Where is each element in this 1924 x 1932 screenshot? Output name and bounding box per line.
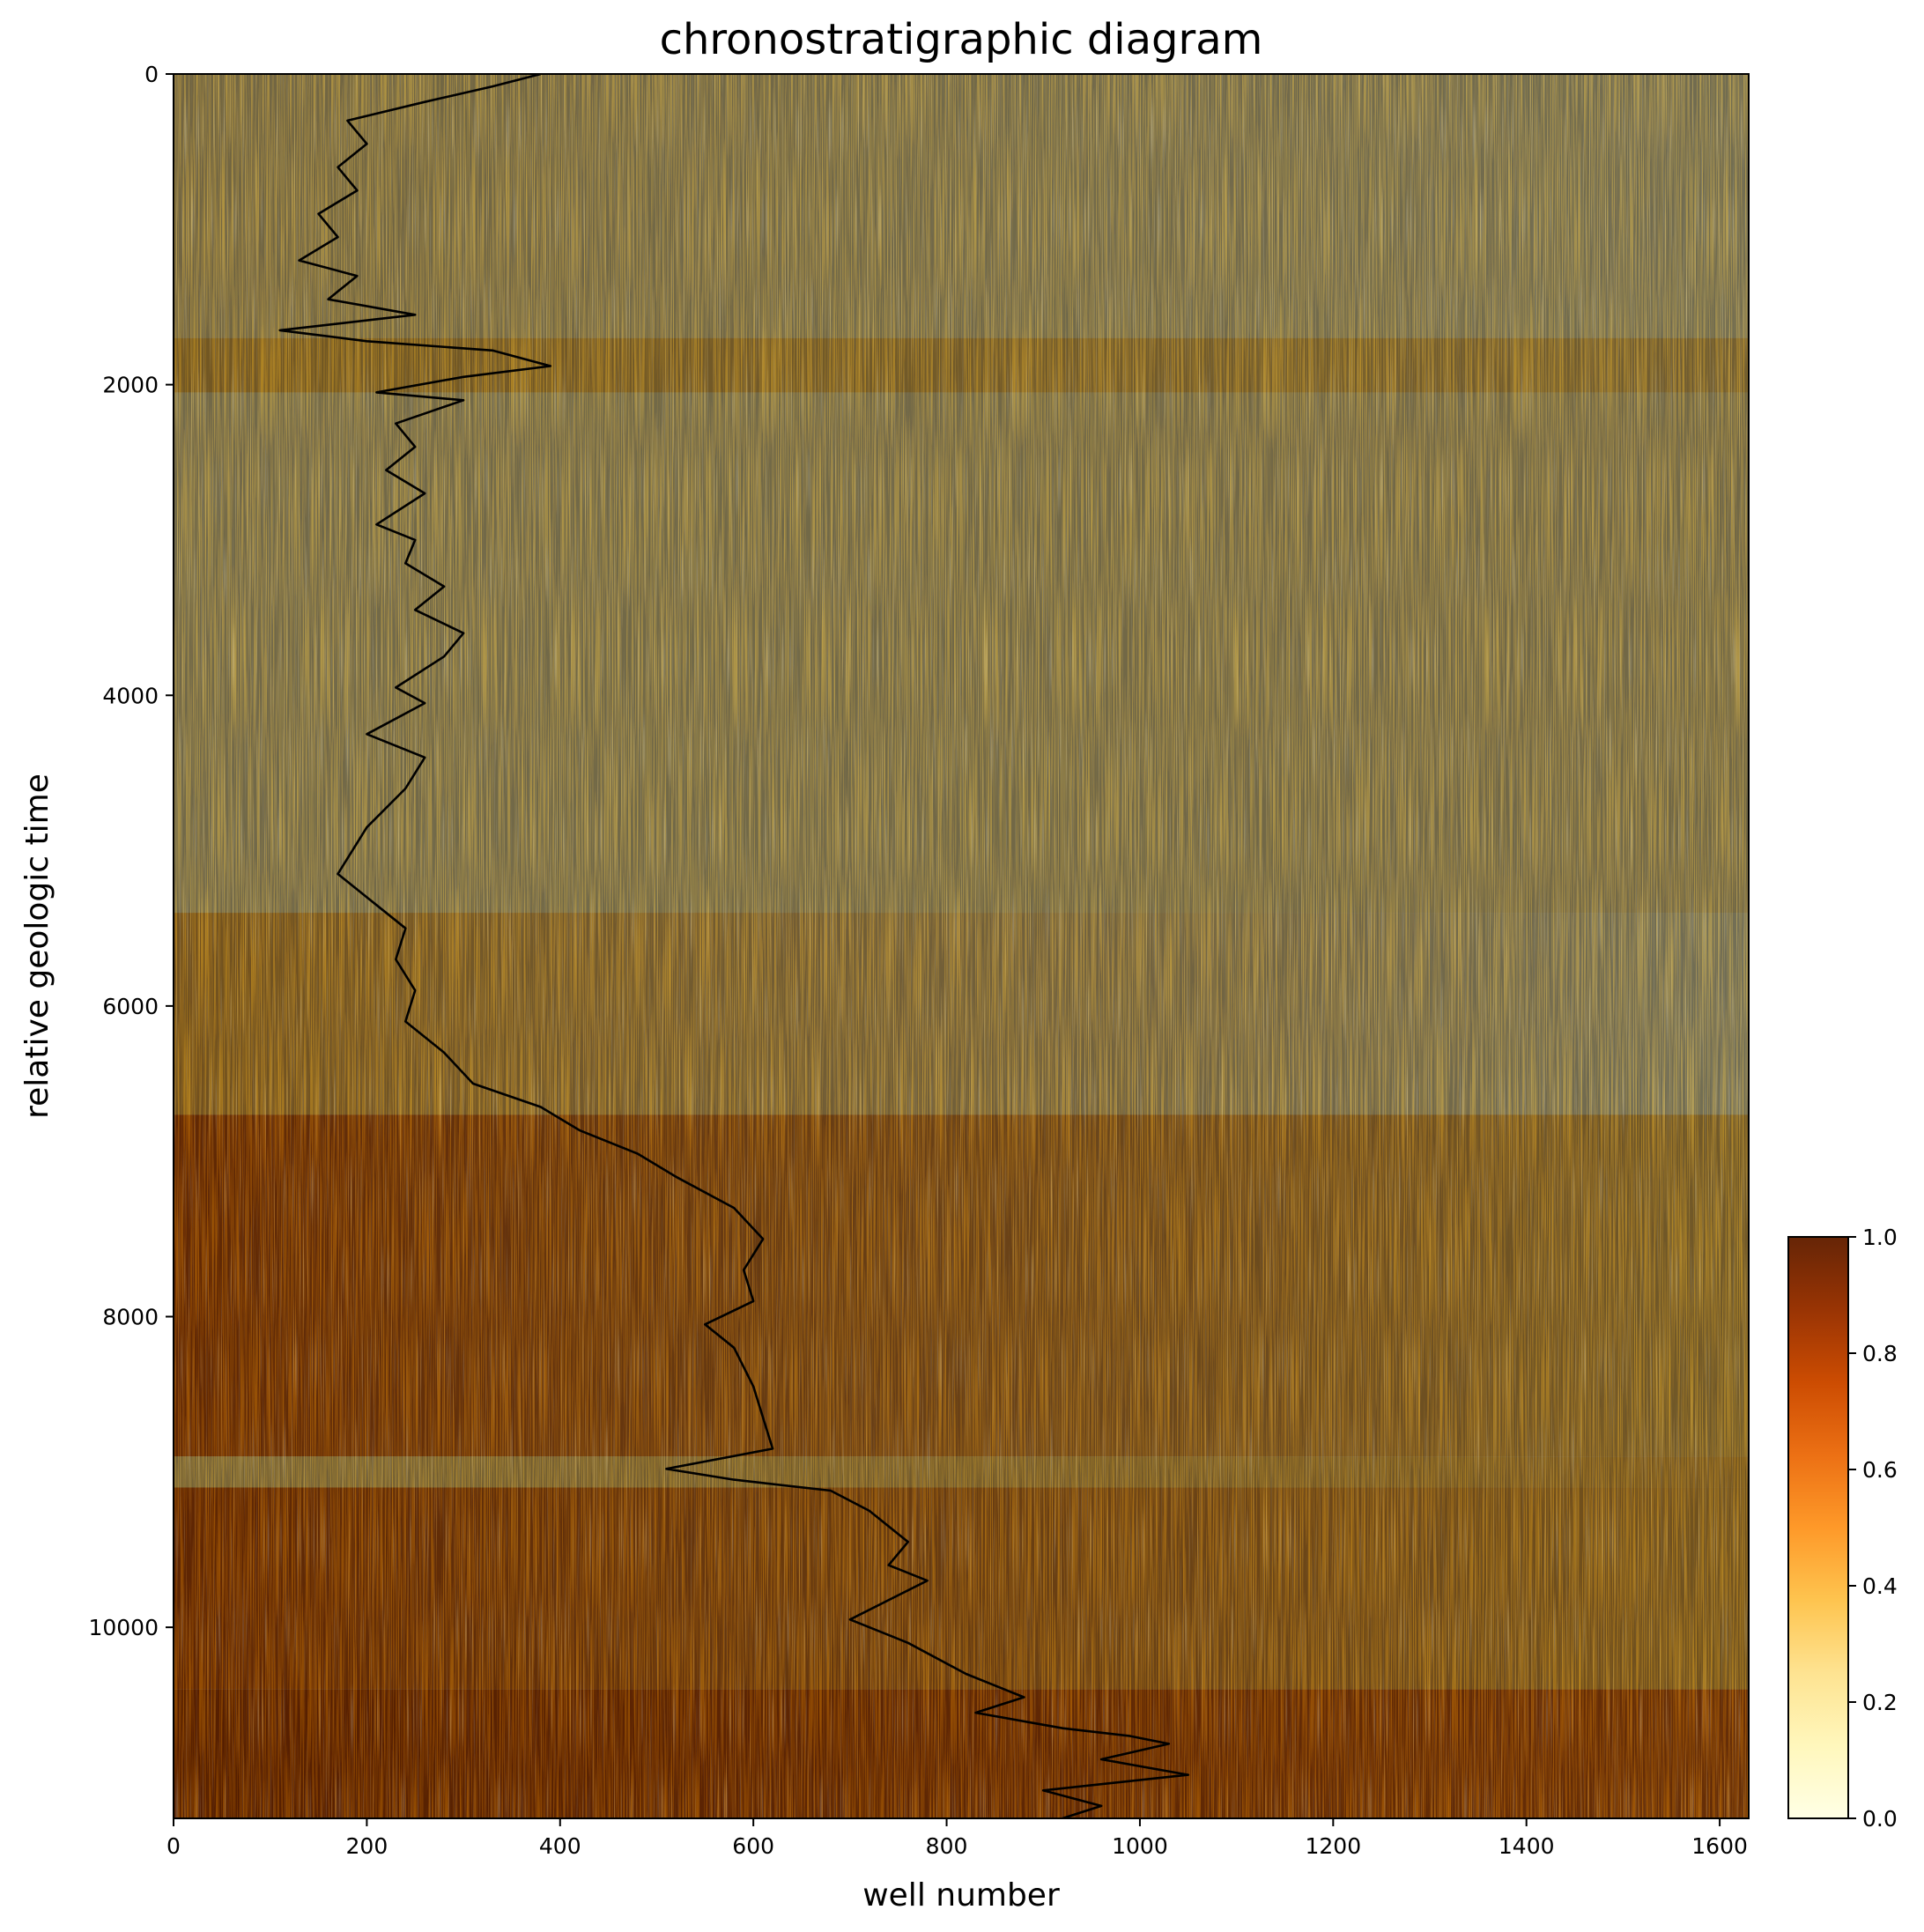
chart-title: chronostratigraphic diagram — [660, 15, 1263, 64]
colorbar-tick-label: 0.0 — [1862, 1806, 1898, 1832]
colorbar-tick-label: 0.8 — [1862, 1341, 1898, 1366]
x-tick-label: 600 — [732, 1833, 774, 1859]
colorbar-tick-label: 0.6 — [1862, 1457, 1898, 1483]
y-tick-label: 8000 — [102, 1305, 159, 1330]
heatmap-plot-area — [174, 74, 1749, 1818]
x-tick-label: 1600 — [1691, 1833, 1748, 1859]
x-tick-label: 0 — [166, 1833, 181, 1859]
y-tick-label: 2000 — [102, 373, 159, 398]
plot-frame — [173, 73, 1750, 1819]
x-tick-label: 800 — [926, 1833, 968, 1859]
y-tick-label: 6000 — [102, 994, 159, 1019]
x-tick-label: 1200 — [1306, 1833, 1362, 1859]
x-axis: 0 200 400 600 800 1000 1200 1400 1600 — [166, 1818, 1748, 1859]
heatmap-texture-light — [174, 74, 1749, 1818]
y-axis: 0 2000 4000 6000 8000 10000 — [88, 62, 174, 1640]
y-tick-label: 0 — [144, 62, 159, 87]
x-axis-label: well number — [862, 1877, 1060, 1913]
y-axis-label: relative geologic time — [19, 774, 56, 1119]
y-tick-label: 10000 — [88, 1615, 159, 1640]
trace-line — [278, 74, 1190, 1818]
colorbar-tick-label: 0.2 — [1862, 1690, 1898, 1715]
colorbar: 0.0 0.2 0.4 0.6 0.8 1.0 — [1787, 1225, 1898, 1832]
x-tick-label: 400 — [539, 1833, 581, 1859]
colorbar-ticks: 0.0 0.2 0.4 0.6 0.8 1.0 — [1848, 1225, 1898, 1832]
colorbar-tick-label: 0.4 — [1862, 1573, 1898, 1599]
colorbar-gradient — [1787, 1236, 1849, 1819]
x-tick-label: 1000 — [1112, 1833, 1168, 1859]
y-tick-label: 4000 — [102, 683, 159, 708]
colorbar-tick-label: 1.0 — [1862, 1225, 1898, 1250]
x-tick-label: 200 — [346, 1833, 388, 1859]
x-tick-label: 1400 — [1498, 1833, 1555, 1859]
